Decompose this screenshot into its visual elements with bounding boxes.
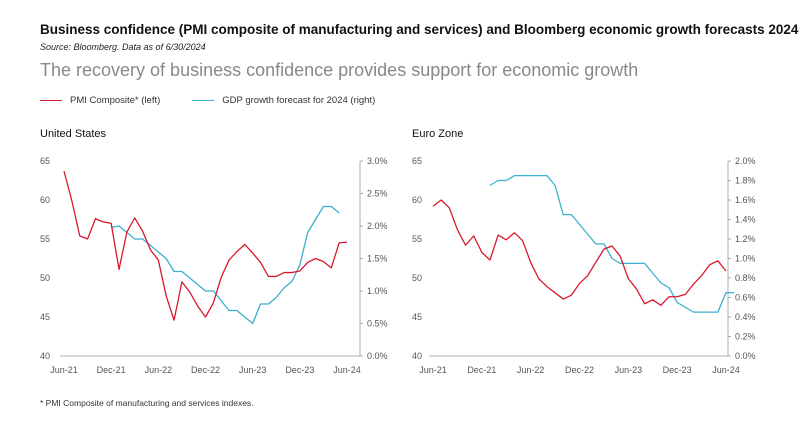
x-tick-label: Jun-21 — [50, 365, 78, 375]
y-left-tick-label: 60 — [412, 195, 422, 205]
x-tick-label: Dec-23 — [663, 365, 692, 375]
series-line-gdp — [111, 205, 340, 325]
y-right-tick-label: 1.5% — [367, 254, 388, 264]
y-right-tick-label: 2.5% — [367, 189, 388, 199]
y-right-tick-label: 0.6% — [735, 293, 756, 303]
y-right-tick-label: 1.0% — [735, 254, 756, 264]
x-tick-label: Dec-23 — [285, 365, 314, 375]
y-right-tick-label: 1.6% — [735, 195, 756, 205]
x-tick-label: Dec-21 — [467, 365, 496, 375]
y-left-tick-label: 40 — [412, 351, 422, 361]
y-left-tick-label: 45 — [412, 312, 422, 322]
series-line-pmi — [63, 170, 348, 321]
series-line-pmi — [432, 199, 727, 306]
legend-item-pmi: PMI Composite* (left) — [40, 95, 160, 106]
x-tick-label: Jun-24 — [712, 365, 740, 375]
legend-swatch-pmi — [40, 100, 62, 101]
y-left-tick-label: 55 — [412, 234, 422, 244]
footnote: * PMI Composite of manufacturing and ser… — [40, 398, 254, 408]
x-tick-label: Jun-23 — [239, 365, 267, 375]
y-right-tick-label: 0.0% — [367, 351, 388, 361]
y-right-tick-label: 2.0% — [367, 221, 388, 231]
y-left-tick-label: 40 — [40, 351, 50, 361]
y-right-tick-label: 0.0% — [735, 351, 756, 361]
y-right-tick-label: 1.2% — [735, 234, 756, 244]
x-tick-label: Jun-22 — [517, 365, 545, 375]
chart-subtitle: The recovery of business confidence prov… — [40, 60, 639, 80]
legend-item-gdp: GDP growth forecast for 2024 (right) — [192, 95, 375, 106]
x-tick-label: Dec-22 — [191, 365, 220, 375]
x-tick-label: Jun-21 — [419, 365, 447, 375]
chart-title: Business confidence (PMI composite of ma… — [40, 22, 799, 37]
y-right-tick-label: 0.4% — [735, 312, 756, 322]
y-left-tick-label: 50 — [40, 273, 50, 283]
y-left-tick-label: 65 — [40, 156, 50, 166]
y-left-tick-label: 50 — [412, 273, 422, 283]
legend: PMI Composite* (left) GDP growth forecas… — [40, 95, 407, 106]
y-right-tick-label: 3.0% — [367, 156, 388, 166]
x-tick-label: Jun-22 — [145, 365, 173, 375]
series-line-gdp — [489, 174, 735, 313]
legend-label-gdp: GDP growth forecast for 2024 (right) — [222, 95, 376, 106]
legend-swatch-gdp — [192, 100, 215, 101]
y-right-tick-label: 1.4% — [735, 215, 756, 225]
x-tick-label: Dec-21 — [97, 365, 126, 375]
y-right-tick-label: 0.8% — [735, 273, 756, 283]
y-right-tick-label: 0.2% — [735, 332, 756, 342]
panel-title: Euro Zone — [412, 128, 463, 140]
y-right-tick-label: 2.0% — [735, 156, 756, 166]
y-right-tick-label: 1.0% — [367, 286, 388, 296]
source-note: Source: Bloomberg. Data as of 6/30/2024 — [40, 42, 206, 52]
y-right-tick-label: 1.8% — [735, 176, 756, 186]
y-right-tick-label: 0.5% — [367, 319, 388, 329]
x-tick-label: Jun-23 — [615, 365, 643, 375]
x-tick-label: Jun-24 — [333, 365, 361, 375]
y-left-tick-label: 55 — [40, 234, 50, 244]
chart-euro-zone: Euro Zone 65 60 55 50 45 40 2.0% 1.8% 1.6% 1.4% 1.2… — [412, 128, 756, 375]
panel-title: United States — [40, 128, 107, 140]
y-left-tick-label: 45 — [40, 312, 50, 322]
legend-label-pmi: PMI Composite* (left) — [70, 95, 161, 106]
x-tick-label: Dec-22 — [565, 365, 594, 375]
chart-united-states: United States 65 60 55 50 45 40 3.0% 2.5% 2.0% 1.5… — [40, 128, 388, 375]
y-left-tick-label: 65 — [412, 156, 422, 166]
y-left-tick-label: 60 — [40, 195, 50, 205]
